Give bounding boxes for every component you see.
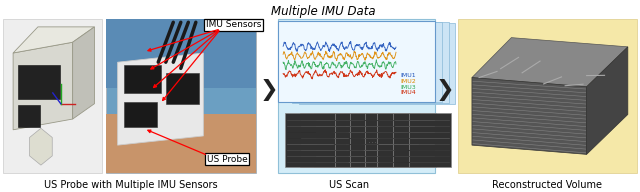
Bar <box>408 113 451 167</box>
Text: ...: ... <box>368 135 377 145</box>
Text: Multiple IMU Data: Multiple IMU Data <box>271 5 376 18</box>
Bar <box>278 21 435 102</box>
Text: IMU2: IMU2 <box>401 79 417 84</box>
Bar <box>124 102 157 127</box>
Bar <box>330 113 380 167</box>
Polygon shape <box>13 27 95 53</box>
Bar <box>285 113 335 167</box>
Bar <box>344 113 394 167</box>
Bar <box>18 65 60 99</box>
Text: IMU3: IMU3 <box>401 85 417 90</box>
Bar <box>393 113 435 167</box>
Text: IMU Sensors: IMU Sensors <box>206 21 261 29</box>
Bar <box>166 73 199 104</box>
Text: IMU1: IMU1 <box>401 74 417 79</box>
Bar <box>292 22 449 103</box>
Bar <box>3 19 102 173</box>
Bar <box>106 19 256 88</box>
Polygon shape <box>118 53 204 145</box>
Polygon shape <box>13 42 73 130</box>
Bar <box>106 19 256 173</box>
Polygon shape <box>472 38 628 87</box>
Bar <box>278 21 435 102</box>
Polygon shape <box>587 47 628 154</box>
Bar <box>298 23 456 104</box>
Text: Reconstructed Volume: Reconstructed Volume <box>492 180 602 190</box>
Text: US Scan: US Scan <box>329 180 369 190</box>
Polygon shape <box>73 27 95 119</box>
Bar <box>359 113 410 167</box>
Bar <box>285 22 442 103</box>
Bar <box>124 65 161 93</box>
Text: ❯: ❯ <box>259 79 278 101</box>
Text: US Probe with Multiple IMU Sensors: US Probe with Multiple IMU Sensors <box>44 180 218 190</box>
Bar <box>18 105 40 127</box>
Text: ❯: ❯ <box>435 79 454 101</box>
Polygon shape <box>29 128 52 165</box>
Bar <box>314 113 365 167</box>
Bar <box>458 19 637 173</box>
Bar <box>106 114 256 173</box>
Text: US Probe: US Probe <box>207 155 248 164</box>
Bar <box>278 19 435 173</box>
Bar <box>300 113 349 167</box>
Polygon shape <box>472 78 587 154</box>
Text: IMU4: IMU4 <box>401 90 417 95</box>
Bar <box>377 113 420 167</box>
